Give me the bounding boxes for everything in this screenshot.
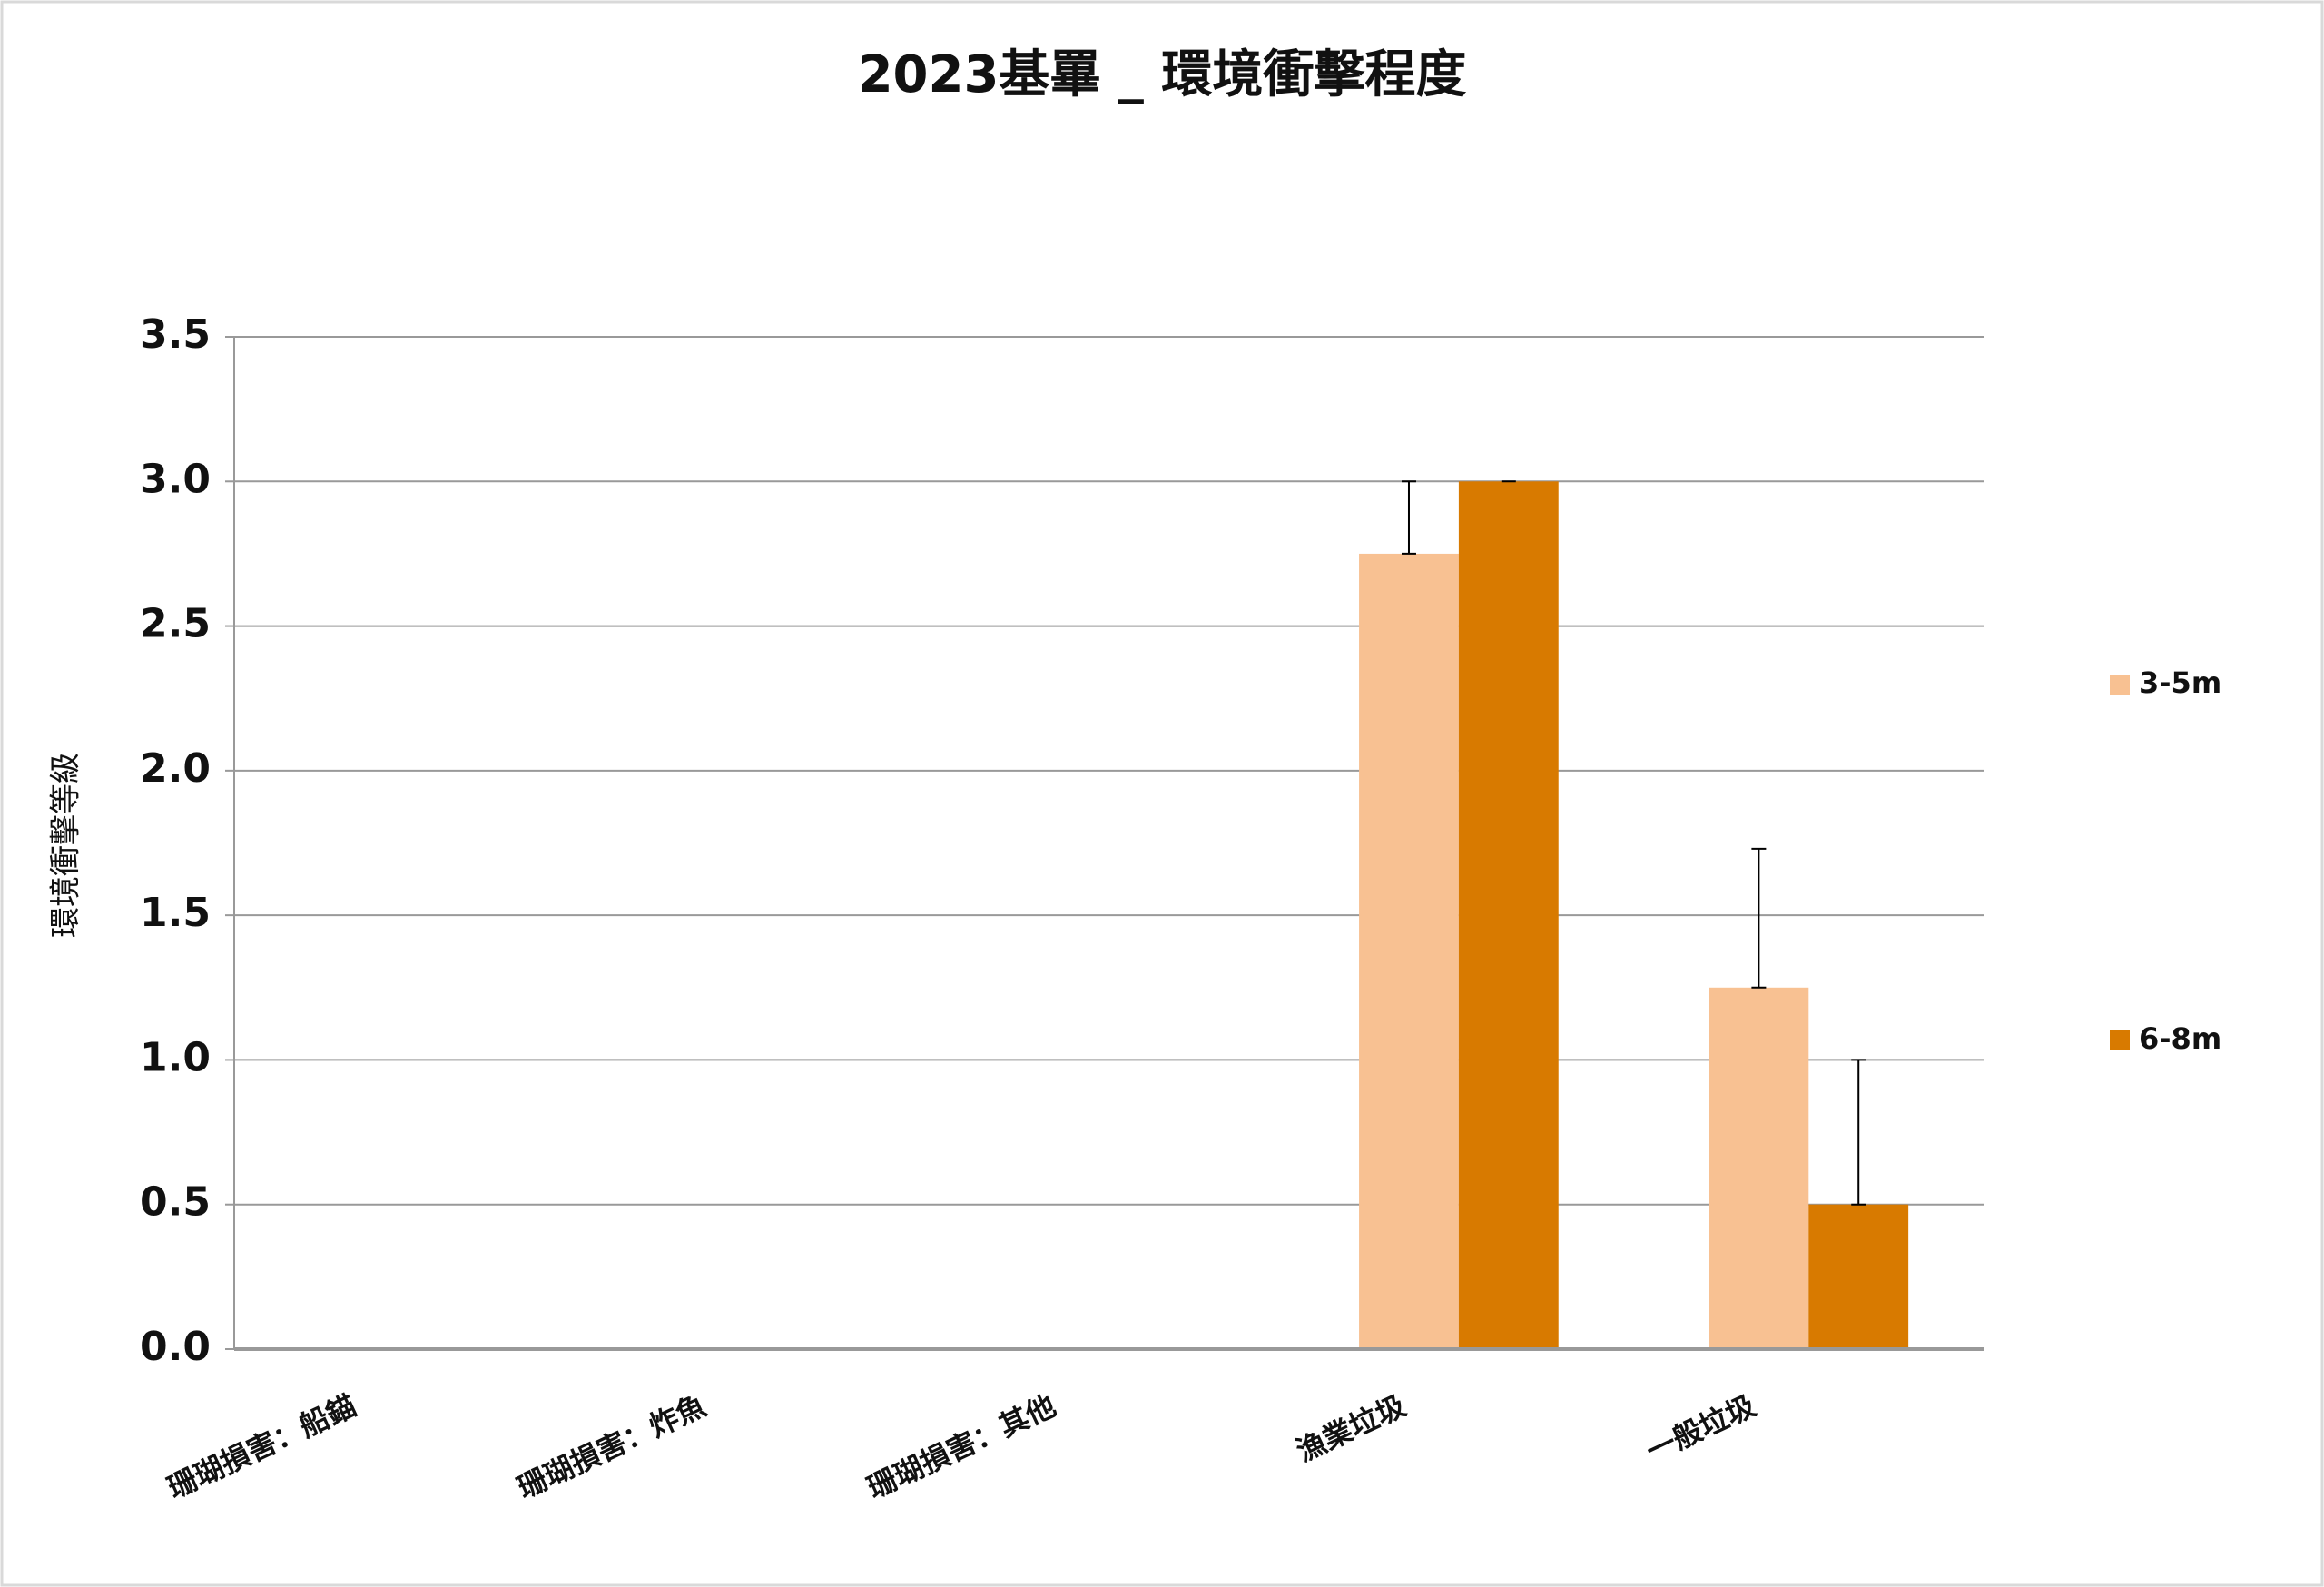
y-tick-label: 3.0 [140, 456, 211, 502]
bar [1808, 1204, 1909, 1349]
y-tick-label: 1.0 [140, 1034, 211, 1080]
legend-label: 6-8m [2139, 1021, 2221, 1056]
bar [1709, 987, 1809, 1349]
y-axis-label: 環境衝擊等級 [48, 753, 84, 938]
legend-swatch [2110, 675, 2130, 695]
y-tick-label: 0.5 [140, 1179, 211, 1226]
legend-label: 3-5m [2139, 665, 2221, 700]
legend-swatch [2110, 1030, 2130, 1050]
y-tick-label: 2.0 [140, 745, 211, 792]
bar [1458, 481, 1559, 1349]
y-tick-label: 3.5 [140, 311, 211, 358]
bar [1359, 553, 1459, 1349]
y-tick-label: 1.5 [140, 890, 211, 936]
chart-title: 2023基罼 _ 環境衝擊程度 [858, 45, 1467, 104]
y-tick-label: 2.5 [140, 601, 211, 647]
y-tick-label: 0.0 [140, 1324, 211, 1370]
